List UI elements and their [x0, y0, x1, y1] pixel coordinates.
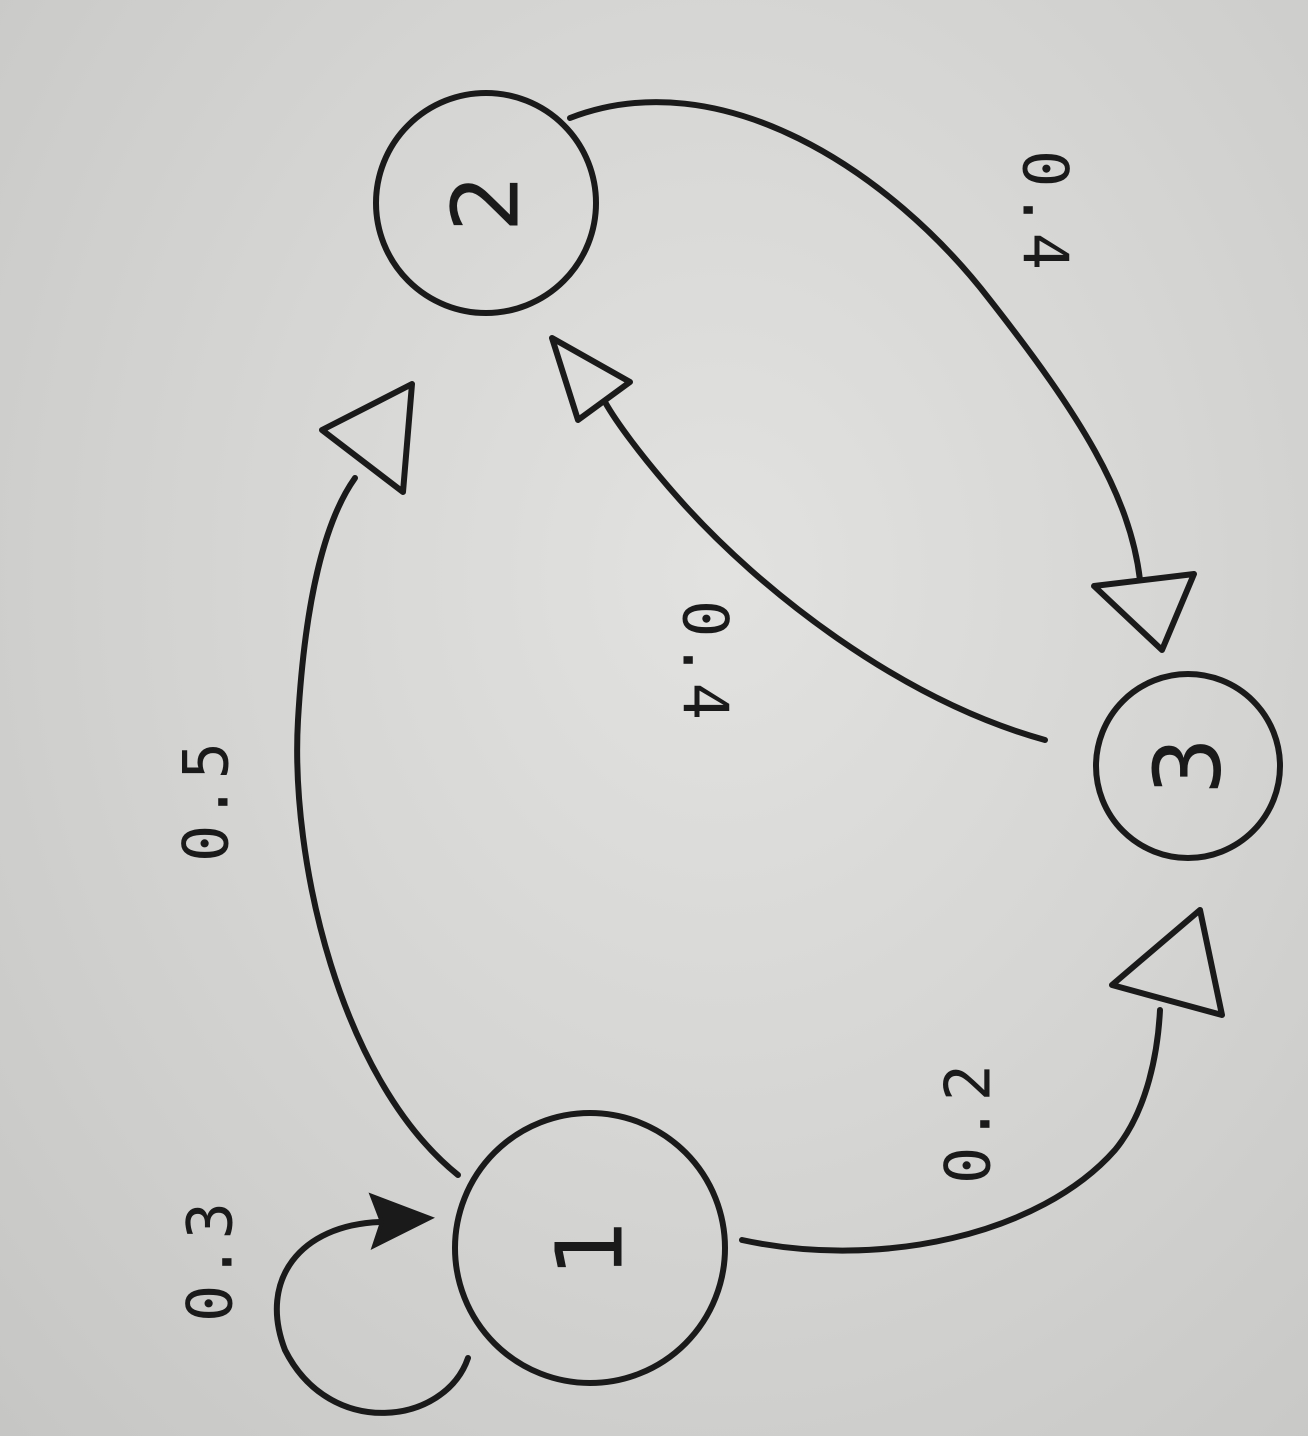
edge-1-to-2: 0.5 — [170, 381, 461, 1178]
edge-3-to-2-line — [602, 399, 1048, 743]
edge-1-to-2-label: 0.5 — [170, 738, 243, 862]
edge-1-to-3: 0.2 — [739, 907, 1225, 1254]
edge-1-to-3-line — [739, 1007, 1163, 1254]
node-3-label: 3 — [1135, 737, 1242, 796]
edge-1-to-1-label: 0.3 — [174, 1198, 247, 1322]
node-2-circle — [373, 90, 599, 316]
edge-1-to-2-line — [294, 475, 461, 1178]
node-3-circle — [1093, 671, 1283, 861]
edge-3-to-2-label: 0.4 — [669, 600, 742, 724]
edge-2-to-3-line — [567, 99, 1143, 583]
node-1: 1 — [452, 1110, 728, 1386]
edge-2-to-3-label: 0.4 — [1009, 150, 1082, 274]
edge-1-to-1-line — [273, 1219, 471, 1416]
node-1-label: 1 — [537, 1219, 644, 1278]
node-1-circle — [452, 1110, 728, 1386]
edge-2-to-3-arrowhead — [1091, 571, 1197, 653]
edge-2-to-3: 0.4 — [567, 99, 1197, 653]
edge-1-to-1-arrowhead — [368, 1192, 435, 1250]
edge-1-to-2-arrowhead — [319, 381, 415, 495]
edge-1-to-3-label: 0.2 — [932, 1060, 1005, 1184]
node-3: 3 — [1093, 671, 1283, 861]
edge-3-to-2-arrowhead — [549, 335, 633, 423]
node-2-label: 2 — [433, 174, 540, 233]
node-2: 2 — [373, 90, 599, 316]
edge-1-to-3-arrowhead — [1109, 907, 1225, 1018]
edge-3-to-2: 0.4 — [549, 335, 1048, 743]
edge-1-to-1: 0.3 — [174, 1192, 471, 1416]
